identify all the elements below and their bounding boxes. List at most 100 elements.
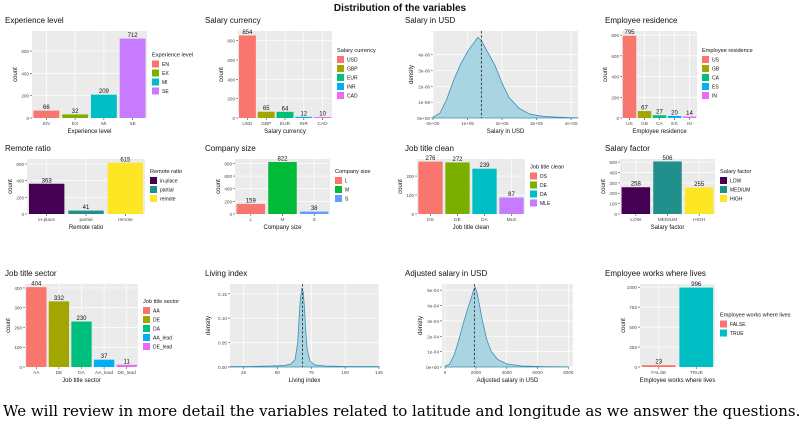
y-tick-label: 600 (21, 49, 29, 54)
x-tick-label: EN (43, 121, 50, 127)
bar-inr (295, 116, 313, 118)
x-tick-label: DE_lead (117, 370, 136, 376)
density-curve (432, 36, 579, 119)
x-tick-label: CA (656, 121, 663, 127)
legend-label: EX (162, 71, 169, 77)
x-tick-label: DE (56, 370, 63, 376)
x-tick-label: 75 (309, 370, 315, 375)
y-axis-label: count (216, 179, 222, 194)
x-axis-label: Employee works where lives (640, 378, 716, 384)
bar-es (667, 115, 682, 118)
chart-panel-salary-factor: Salary factor 0 100 200 300 400 500 count Salary… (601, 143, 800, 268)
bar-se (119, 38, 146, 118)
legend-title: Experience level (152, 53, 193, 59)
bar-s (299, 211, 329, 214)
legend-label: CAD (347, 94, 358, 100)
legend-title: Salary factor (720, 169, 752, 175)
x-tick-label: L (249, 217, 252, 223)
chart-panel-salary-in-usd: Salary in USD 0e+00 1e-06 2e-06 3e-06 4e-06 de… (405, 15, 605, 140)
legend-swatch (337, 92, 344, 99)
legend-swatch (530, 199, 537, 207)
x-axis-label: Salary factor (651, 225, 685, 231)
x-tick-label: USD (242, 121, 253, 127)
legend-swatch (720, 195, 727, 202)
x-tick-label: AA (33, 370, 40, 376)
legend-swatch (337, 74, 344, 81)
legend-label: GBP (347, 67, 358, 73)
legend-swatch (530, 190, 537, 198)
y-tick-label: 600 (227, 58, 235, 63)
data-label: 12 (300, 111, 307, 117)
legend-swatch (335, 186, 342, 193)
y-tick-label: 0 (232, 116, 235, 121)
legend-swatch (152, 69, 159, 77)
bar-de (48, 301, 70, 367)
chart-svg-job-title-sector: Job title sector 0 100 200 300 400 count Job ti… (5, 269, 179, 384)
x-tick-label: 2000 (471, 370, 482, 375)
data-label: 32 (72, 109, 79, 115)
data-label: 209 (99, 89, 110, 95)
y-tick-label: 200 (609, 191, 617, 196)
x-tick-label: 2e+05 (496, 121, 509, 126)
y-tick-label: 200 (406, 174, 414, 179)
legend-label: M (345, 188, 349, 194)
legend-label: GB (712, 67, 720, 73)
legend-swatch (335, 177, 342, 184)
y-tick-label: 2e-06 (418, 84, 430, 89)
legend-swatch (337, 83, 344, 90)
x-tick-label: DS (427, 217, 434, 223)
x-axis-label: Company size (263, 225, 302, 231)
legend-swatch (143, 343, 150, 350)
bar-ca (652, 115, 667, 118)
y-axis-label: count (13, 67, 19, 82)
chart-panel-remote-ratio: Remote ratio 0 200 400 600 count Remote ratio 3… (5, 143, 205, 268)
y-tick-label: 600 (611, 54, 619, 59)
bar-ex (62, 114, 89, 118)
chart-svg-experience-level: Experience level 0 200 400 600 count Experienc… (5, 16, 193, 135)
x-tick-label: EX (72, 121, 79, 127)
x-tick-label: S (313, 217, 316, 223)
bar-aa (26, 287, 47, 367)
chart-svg-salary-in-usd: Salary in USD 0e+00 1e-06 2e-06 3e-06 4e-06 de… (405, 16, 579, 135)
chart-panel-living-index: Living index 0.00 0.05 0.10 0.15 density Livin… (205, 268, 405, 393)
y-axis-label: density (206, 316, 212, 335)
x-tick-label: remote (118, 217, 133, 223)
y-tick-label: 4e-06 (418, 53, 430, 58)
legend-swatch (702, 83, 709, 90)
legend-swatch (143, 334, 150, 341)
x-axis-label: Job title sector (62, 378, 101, 384)
legend-swatch (335, 195, 342, 202)
chart-svg-employee-residence: Employee residence 0 200 400 600 800 count Empl… (603, 16, 753, 135)
y-tick-label: 400 (227, 77, 235, 82)
x-tick-label: IN (687, 121, 692, 127)
chart-panel-employee-works-where-lives: Employee works where lives 0 250 500 750 1000… (605, 268, 800, 393)
y-axis-label: count (8, 179, 14, 194)
bar-gb (637, 111, 652, 118)
x-tick-label: MEDIUM (658, 217, 677, 223)
bar-de (445, 162, 470, 214)
chart-title: Job title sector (5, 269, 57, 278)
legend-label: DE (540, 183, 548, 189)
legend-label: AA_lead (153, 336, 172, 342)
legend-label: AA (153, 309, 160, 315)
chart-svg-adjusted-salary-in-usd: Adjusted salary in USD 0e+00 1e-04 2e-04 3e-… (405, 269, 574, 384)
legend-label: LOW (730, 179, 742, 185)
data-label: 506 (662, 156, 673, 162)
y-tick-label: 400 (14, 286, 22, 291)
legend-title: Employee works where lives (720, 313, 791, 319)
data-label: 712 (128, 33, 139, 39)
bar-true (679, 287, 714, 367)
chart-svg-salary-currency: Salary currency 0 200 400 600 800 count Salary … (205, 16, 376, 135)
y-tick-label: 250 (629, 345, 637, 350)
x-axis-label: Job title clean (453, 225, 490, 231)
y-tick-label: 400 (224, 187, 232, 192)
chart-svg-employee-works-where-lives: Employee works where lives 0 250 500 750 1000… (605, 269, 791, 384)
y-tick-label: 500 (629, 325, 637, 330)
y-tick-label: 0e+00 (417, 116, 430, 121)
bar-da (71, 321, 92, 367)
x-tick-label: HIGH (693, 217, 706, 223)
y-tick-label: 200 (611, 95, 619, 100)
bar-high (684, 187, 714, 214)
y-axis-label: count (603, 67, 609, 82)
